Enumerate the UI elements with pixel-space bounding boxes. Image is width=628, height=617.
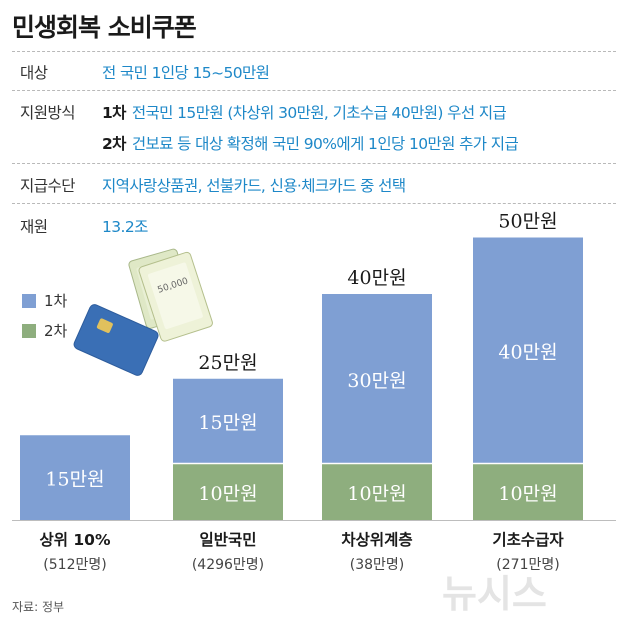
bar-segment-first — [20, 435, 130, 520]
divider — [12, 163, 616, 164]
bar-segment-first — [473, 237, 583, 464]
bar-value-label: 30만원 — [347, 370, 406, 392]
step2-text: 건보료 등 대상 확정해 국민 90%에게 1인당 10만원 추가 지급 — [131, 135, 519, 153]
bar-value-label: 15만원 — [198, 412, 257, 434]
coupon-illustration: 50,000 — [73, 248, 213, 376]
divider — [12, 51, 616, 52]
target-label: 대상 — [20, 64, 48, 82]
bar-value-label: 40만원 — [498, 342, 557, 364]
category-label: 차상위계층 — [341, 530, 412, 549]
method-step2: 2차 건보료 등 대상 확정해 국민 90%에게 1인당 10만원 추가 지급 — [102, 132, 519, 154]
step1-text: 전국민 15만원 (차상위 30만원, 기초수급 40만원) 우선 지급 — [131, 104, 507, 122]
step2-tag: 2차 — [102, 135, 126, 153]
category-count-label: (512만명) — [43, 557, 106, 573]
bar-segment-second — [173, 463, 283, 520]
card-chip-icon — [96, 318, 113, 333]
bar-segment-first — [322, 294, 432, 464]
legend-label: 1차 — [44, 292, 68, 310]
source-note: 자료: 정부 — [12, 600, 65, 614]
legend-label: 2차 — [44, 322, 68, 340]
means-value: 지역사랑상품권, 선불카드, 신용·체크카드 중 선택 — [102, 177, 406, 195]
divider — [12, 90, 616, 91]
target-value: 전 국민 1인당 15~50만원 — [102, 64, 270, 82]
bar-total-label: 50만원 — [498, 211, 557, 233]
category-count-label: (4296만명) — [192, 557, 264, 573]
category-label: 일반국민 — [199, 531, 256, 549]
legend-swatch — [22, 294, 36, 308]
bar-value-label: 15만원 — [45, 469, 104, 491]
step1-tag: 1차 — [102, 104, 126, 122]
bar-total-label: 25만원 — [198, 352, 257, 374]
bar-value-label: 10만원 — [498, 483, 557, 505]
category-label: 기초수급자 — [492, 531, 564, 549]
category-count-label: (271만명) — [496, 557, 559, 573]
category-label: 상위 10% — [39, 531, 110, 549]
bar-value-label: 10만원 — [347, 483, 406, 505]
legend-swatch — [22, 324, 36, 338]
page-title: 민생회복 소비쿠폰 — [12, 13, 197, 42]
bar-value-label: 10만원 — [198, 483, 257, 505]
means-label: 지급수단 — [20, 177, 76, 195]
bar-total-label: 40만원 — [347, 267, 406, 289]
category-count-label: (38만명) — [350, 557, 405, 573]
method-step1: 1차 전국민 15만원 (차상위 30만원, 기초수급 40만원) 우선 지급 — [102, 101, 507, 123]
legend: 1차 2차 — [22, 292, 68, 340]
bar-segment-second — [473, 463, 583, 520]
watermark-text: 뉴시스 — [442, 572, 547, 613]
budget-label: 재원 — [20, 218, 48, 236]
divider — [12, 203, 616, 204]
method-label: 지원방식 — [20, 104, 76, 122]
watermark-logo: 뉴시스 — [442, 572, 547, 613]
bar-segment-second — [322, 463, 432, 520]
bar-segment-first — [173, 378, 283, 464]
budget-value: 13.2조 — [102, 218, 148, 236]
